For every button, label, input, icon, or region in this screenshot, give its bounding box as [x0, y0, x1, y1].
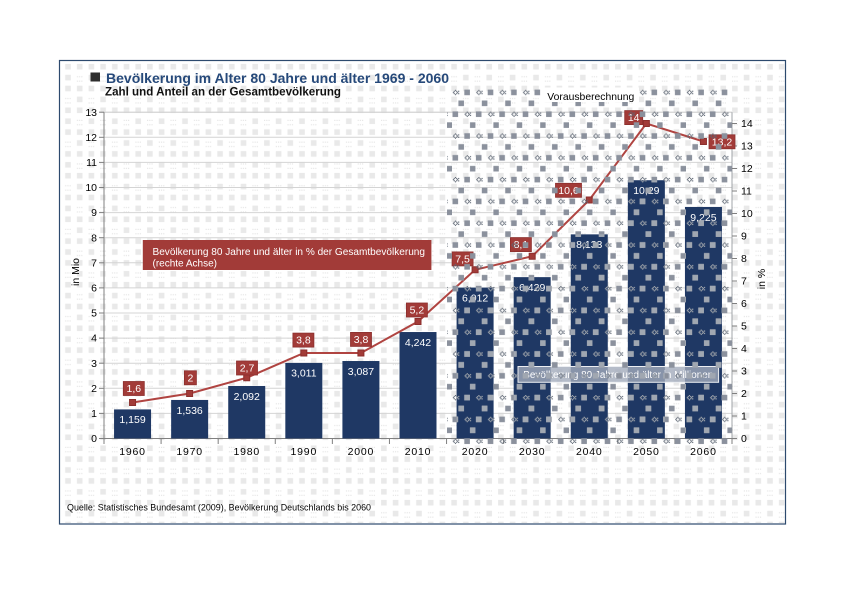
svg-text:in Mio: in Mio [70, 258, 82, 286]
svg-text:1,536: 1,536 [176, 405, 202, 417]
svg-text:13: 13 [741, 141, 753, 153]
svg-text:4: 4 [91, 333, 97, 345]
svg-text:2: 2 [187, 372, 193, 384]
svg-text:0: 0 [741, 433, 747, 445]
svg-text:2010: 2010 [405, 446, 432, 458]
svg-text:6: 6 [91, 283, 97, 295]
svg-text:12: 12 [85, 132, 97, 144]
svg-text:Bevölkerung im Alter 80 Jahre: Bevölkerung im Alter 80 Jahre und älter … [106, 70, 449, 86]
svg-text:1970: 1970 [176, 446, 203, 458]
svg-text:13: 13 [85, 107, 97, 119]
svg-text:5: 5 [741, 321, 747, 333]
svg-text:1,6: 1,6 [126, 383, 141, 395]
svg-text:0: 0 [91, 433, 97, 445]
svg-text:2020: 2020 [462, 446, 489, 458]
svg-text:5,2: 5,2 [410, 305, 425, 317]
svg-text:Zahl und Anteil an der Gesamtb: Zahl und Anteil an der Gesamtbevölkerung [105, 87, 341, 99]
svg-text:3,8: 3,8 [296, 335, 311, 347]
svg-text:8: 8 [741, 253, 747, 265]
svg-text:12: 12 [741, 163, 753, 175]
svg-text:3,8: 3,8 [354, 334, 369, 346]
svg-text:Quelle: Statistisches Bundesam: Quelle: Statistisches Bundesamt (2009), … [67, 503, 371, 514]
svg-text:Bevölkerung 80 Jahre und älter: Bevölkerung 80 Jahre und älter in % der … [153, 247, 426, 258]
svg-text:8: 8 [91, 232, 97, 244]
svg-text:9: 9 [741, 231, 747, 243]
svg-text:2,092: 2,092 [234, 391, 260, 403]
svg-text:5: 5 [91, 308, 97, 320]
svg-text:2050: 2050 [633, 446, 660, 458]
svg-text:3: 3 [741, 366, 747, 378]
svg-text:7: 7 [91, 257, 97, 269]
svg-text:2040: 2040 [576, 446, 603, 458]
svg-text:2,7: 2,7 [240, 363, 255, 375]
svg-text:2030: 2030 [519, 446, 546, 458]
svg-text:3,087: 3,087 [348, 366, 374, 378]
svg-text:2: 2 [91, 383, 97, 395]
svg-text:10: 10 [85, 182, 97, 194]
svg-text:1: 1 [91, 408, 97, 420]
svg-text:14: 14 [741, 118, 753, 130]
svg-text:10: 10 [741, 208, 753, 220]
svg-text:2060: 2060 [690, 446, 717, 458]
svg-text:2000: 2000 [348, 446, 375, 458]
svg-text:2: 2 [741, 388, 747, 400]
svg-text:9: 9 [91, 207, 97, 219]
svg-text:1990: 1990 [291, 446, 318, 458]
svg-text:11: 11 [86, 157, 97, 169]
svg-text:1: 1 [741, 411, 747, 423]
svg-text:6: 6 [741, 298, 747, 310]
svg-text:3: 3 [91, 358, 97, 370]
svg-text:4,242: 4,242 [405, 337, 431, 349]
svg-text:1980: 1980 [233, 446, 260, 458]
svg-text:4: 4 [741, 343, 747, 355]
svg-text:7: 7 [741, 276, 747, 288]
svg-text:(rechte Achse): (rechte Achse) [153, 259, 217, 270]
svg-text:3,011: 3,011 [291, 368, 317, 380]
svg-text:1960: 1960 [119, 446, 146, 458]
svg-text:1,159: 1,159 [119, 414, 145, 426]
svg-text:Vorausberechnung: Vorausberechnung [547, 91, 634, 103]
svg-text:in %: in % [756, 269, 768, 289]
svg-text:11: 11 [741, 186, 752, 198]
